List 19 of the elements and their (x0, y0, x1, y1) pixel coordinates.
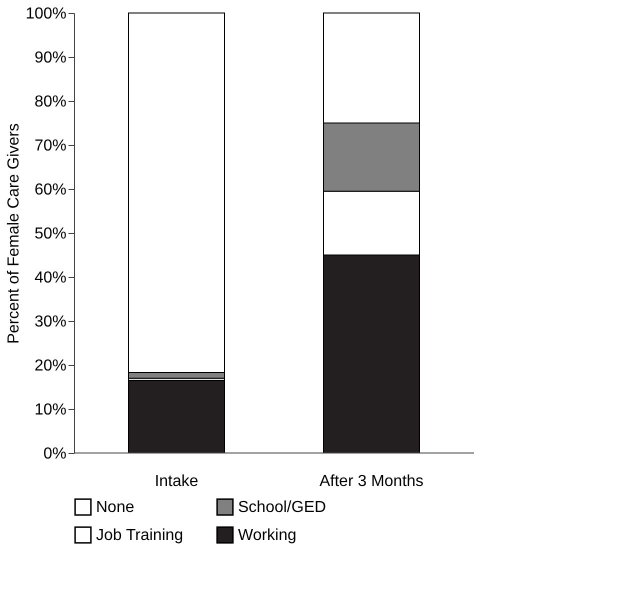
y-tick-label: 70% (34, 138, 66, 154)
legend-label: None (96, 499, 134, 516)
y-tick-label: 40% (34, 270, 66, 286)
y-tick-label: 20% (34, 358, 66, 374)
y-tick-label: 50% (34, 226, 66, 242)
y-tick-label: 0% (43, 446, 66, 462)
y-tick-label: 80% (34, 94, 66, 110)
y-axis-title: Percent of Female Care Givers (6, 123, 23, 344)
x-tick-label: Intake (154, 473, 198, 490)
y-tick-label: 100% (26, 6, 66, 22)
legend-label: Working (238, 527, 296, 544)
y-tick-label: 60% (34, 182, 66, 198)
x-tick-label: After 3 Months (319, 473, 424, 490)
y-tick-label: 90% (34, 50, 66, 66)
y-tick-label: 10% (34, 402, 66, 418)
y-tick-label: 30% (34, 314, 66, 330)
bar (128, 380, 225, 454)
legend-label: Job Training (96, 527, 184, 544)
legend-label: School/GED (238, 499, 326, 516)
